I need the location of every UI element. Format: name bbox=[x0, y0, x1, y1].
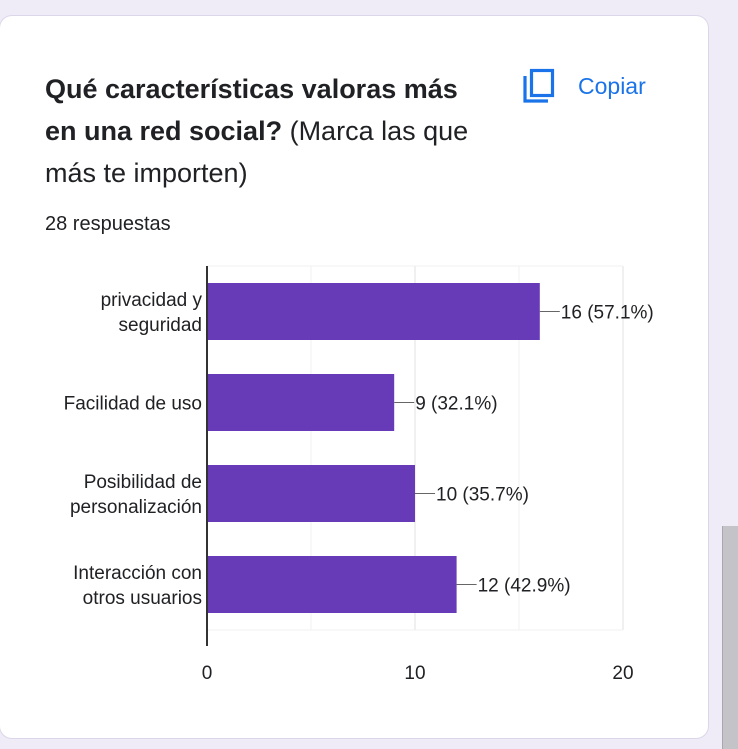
category-label: seguridad bbox=[119, 315, 202, 336]
category-label: personalización bbox=[70, 497, 202, 518]
value-label: 16 (57.1%) bbox=[561, 303, 654, 324]
category-label: otros usuarios bbox=[83, 588, 202, 609]
copy-icon bbox=[523, 68, 555, 103]
x-tick-label: 10 bbox=[404, 663, 425, 684]
category-label: Posibilidad de bbox=[84, 472, 202, 493]
category-label: Interacción con bbox=[73, 563, 202, 584]
x-tick-label: 0 bbox=[202, 663, 213, 684]
x-tick-label: 20 bbox=[612, 663, 633, 684]
scrollbar-thumb[interactable] bbox=[722, 526, 738, 749]
bar bbox=[207, 465, 415, 522]
question-title-hint: (Marca las que más te importen) bbox=[45, 116, 469, 188]
value-label: 10 (35.7%) bbox=[436, 485, 529, 506]
question-card: Qué características valoras más en una r… bbox=[0, 16, 708, 738]
question-title-bold: Qué características valoras más en una r… bbox=[45, 74, 458, 146]
value-label: 12 (42.9%) bbox=[478, 576, 571, 597]
category-label: Facilidad de uso bbox=[64, 394, 202, 415]
bar bbox=[207, 283, 540, 340]
bar-chart: 16 (57.1%) privacidad y seguridad 9 (32.1%)… bbox=[64, 265, 654, 684]
bar bbox=[207, 556, 457, 613]
response-count: 28 respuestas bbox=[45, 213, 171, 235]
value-label: 9 (32.1%) bbox=[415, 394, 497, 415]
bar bbox=[207, 374, 395, 431]
category-label: privacidad y bbox=[101, 290, 203, 311]
copy-button-label: Copiar bbox=[578, 72, 646, 99]
question-title: Qué características valoras más en una r… bbox=[45, 68, 485, 194]
copy-chart-button[interactable]: Copiar bbox=[522, 66, 646, 106]
